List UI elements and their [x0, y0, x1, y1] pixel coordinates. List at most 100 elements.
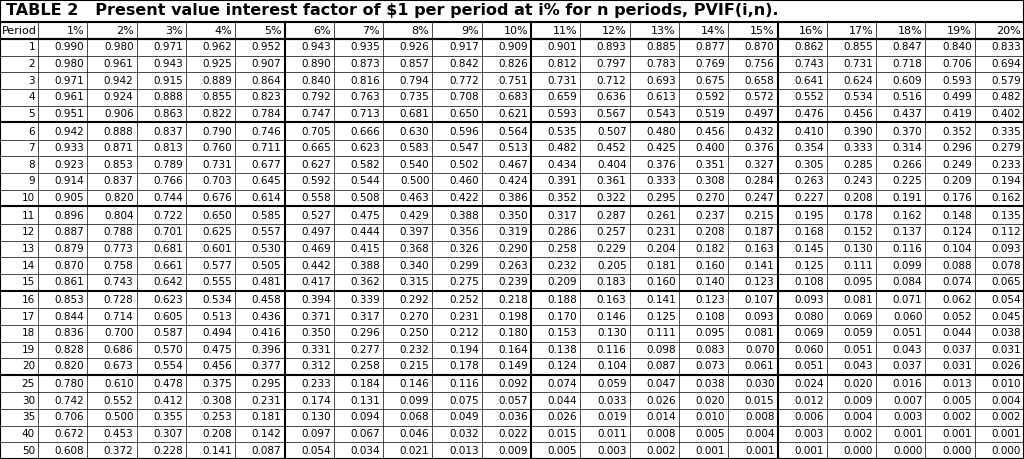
Text: 0.516: 0.516: [893, 92, 923, 102]
Text: 0.650: 0.650: [450, 109, 478, 119]
Text: 11: 11: [22, 211, 35, 221]
Text: 0.026: 0.026: [991, 362, 1021, 371]
Text: 0.507: 0.507: [597, 127, 627, 136]
Text: 0.178: 0.178: [449, 362, 478, 371]
Text: 0.624: 0.624: [844, 76, 873, 85]
Text: 0.356: 0.356: [449, 227, 478, 237]
Text: 0.456: 0.456: [695, 127, 725, 136]
Text: 0.049: 0.049: [450, 412, 478, 422]
Text: 0.004: 0.004: [844, 412, 873, 422]
Text: 0.837: 0.837: [154, 127, 183, 136]
Text: 0.567: 0.567: [597, 109, 627, 119]
Text: 0.593: 0.593: [942, 76, 972, 85]
Text: 0.163: 0.163: [597, 295, 627, 305]
Text: 0.116: 0.116: [597, 345, 627, 355]
Text: 0.952: 0.952: [252, 42, 282, 52]
Text: 0.961: 0.961: [54, 92, 84, 102]
Text: 0.074: 0.074: [548, 379, 578, 389]
Text: 0.069: 0.069: [795, 328, 823, 338]
Text: 0.071: 0.071: [893, 295, 923, 305]
Text: 0.971: 0.971: [54, 76, 84, 85]
Text: 0.170: 0.170: [548, 312, 578, 322]
Text: 0.163: 0.163: [744, 244, 774, 254]
Text: 0.052: 0.052: [942, 312, 972, 322]
Text: 5: 5: [29, 109, 35, 119]
Text: 0.833: 0.833: [991, 42, 1021, 52]
Text: 0.005: 0.005: [695, 429, 725, 439]
Text: 0.780: 0.780: [54, 379, 84, 389]
Text: 0.376: 0.376: [646, 160, 676, 170]
Text: 25: 25: [22, 379, 35, 389]
Text: 0.060: 0.060: [795, 345, 823, 355]
Text: 0.036: 0.036: [499, 412, 528, 422]
Text: 0.164: 0.164: [499, 345, 528, 355]
Text: 0.582: 0.582: [350, 160, 380, 170]
Text: 0.713: 0.713: [350, 109, 380, 119]
Text: 0.437: 0.437: [893, 109, 923, 119]
Text: 0.873: 0.873: [350, 59, 380, 69]
Text: 0.237: 0.237: [695, 211, 725, 221]
Text: 0.853: 0.853: [103, 160, 133, 170]
Text: 0.308: 0.308: [695, 176, 725, 186]
Text: 0.229: 0.229: [597, 244, 627, 254]
Text: 6%: 6%: [313, 26, 331, 35]
Text: 0.168: 0.168: [794, 227, 823, 237]
Text: 1: 1: [29, 42, 35, 52]
Text: 0.212: 0.212: [449, 328, 478, 338]
Text: 0.138: 0.138: [548, 345, 578, 355]
Text: 0.410: 0.410: [795, 127, 823, 136]
Text: 0.010: 0.010: [695, 412, 725, 422]
Text: 0.756: 0.756: [744, 59, 774, 69]
Text: 0.232: 0.232: [548, 261, 578, 271]
Text: 0.390: 0.390: [844, 127, 873, 136]
Text: 0.812: 0.812: [548, 59, 578, 69]
Text: 0.137: 0.137: [893, 227, 923, 237]
Text: 0.456: 0.456: [844, 109, 873, 119]
Text: 0.397: 0.397: [399, 227, 429, 237]
Text: 0.061: 0.061: [744, 362, 774, 371]
Text: 0.253: 0.253: [203, 412, 232, 422]
Text: 0.290: 0.290: [499, 244, 528, 254]
Text: 0.001: 0.001: [893, 429, 923, 439]
Text: 18%: 18%: [898, 26, 923, 35]
Text: 0.263: 0.263: [794, 176, 823, 186]
Text: 16%: 16%: [799, 26, 823, 35]
Text: 20: 20: [22, 362, 35, 371]
Text: 0.123: 0.123: [744, 277, 774, 287]
Text: 0.694: 0.694: [991, 59, 1021, 69]
Text: 0.742: 0.742: [54, 396, 84, 406]
Text: 0.015: 0.015: [744, 396, 774, 406]
Text: 0.923: 0.923: [54, 160, 84, 170]
Text: 0.070: 0.070: [745, 345, 774, 355]
Text: 0.160: 0.160: [646, 277, 676, 287]
Text: 0.480: 0.480: [646, 127, 676, 136]
Text: 0.610: 0.610: [104, 379, 133, 389]
Text: 0.840: 0.840: [301, 76, 331, 85]
Text: 0.980: 0.980: [104, 42, 133, 52]
Text: 0.444: 0.444: [350, 227, 380, 237]
Text: 0.772: 0.772: [449, 76, 478, 85]
Text: 0.711: 0.711: [252, 143, 282, 153]
Text: 0.751: 0.751: [499, 76, 528, 85]
Text: 0.208: 0.208: [844, 193, 873, 203]
Text: 0.677: 0.677: [252, 160, 282, 170]
Text: 0.178: 0.178: [844, 211, 873, 221]
Text: 0.857: 0.857: [399, 59, 429, 69]
Text: 0.296: 0.296: [942, 143, 972, 153]
Text: 0.853: 0.853: [54, 295, 84, 305]
Text: 0.333: 0.333: [844, 143, 873, 153]
Text: 0.889: 0.889: [203, 76, 232, 85]
Text: 0.585: 0.585: [252, 211, 282, 221]
Text: 0.258: 0.258: [350, 362, 380, 371]
Text: 0.837: 0.837: [103, 176, 133, 186]
Text: 0.081: 0.081: [844, 295, 873, 305]
Text: 0.004: 0.004: [991, 396, 1021, 406]
Text: 0.180: 0.180: [499, 328, 528, 338]
Text: 0.339: 0.339: [350, 295, 380, 305]
Text: 0.191: 0.191: [893, 193, 923, 203]
Text: 0.350: 0.350: [499, 211, 528, 221]
Text: 0.419: 0.419: [942, 109, 972, 119]
Text: 0.031: 0.031: [942, 362, 972, 371]
Bar: [0, 0, 1024, 22]
Text: 0.951: 0.951: [54, 109, 84, 119]
